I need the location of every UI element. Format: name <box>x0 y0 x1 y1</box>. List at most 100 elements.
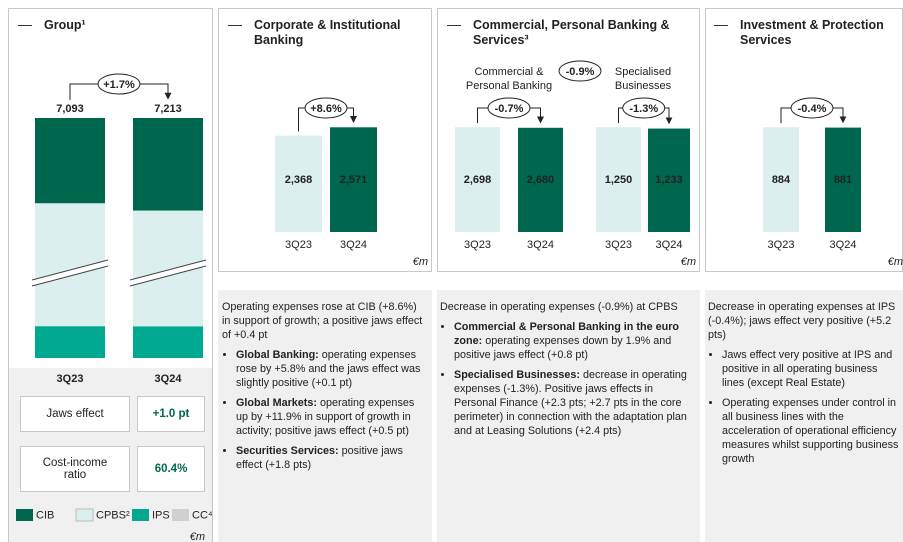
change-label: -0.7% <box>495 103 524 115</box>
value-label: 2,368 <box>285 174 313 186</box>
bullet-list: Jaws effect very positive at IPS and pos… <box>708 348 900 466</box>
panel-title: Investment & Protection Services <box>714 18 900 48</box>
kpi-value: +1.0 pt <box>137 396 205 432</box>
bullet: Global Markets:operating expenses up by … <box>236 396 427 438</box>
x-tick-label: 3Q24 <box>340 239 367 251</box>
commentary-intro: Operating expenses rose at CIB (+8.6%) i… <box>222 301 423 341</box>
commentary: Decrease in operating expenses (-0.9%) a… <box>440 300 695 444</box>
x-tick-label: 3Q23 <box>464 239 491 251</box>
bullet: Global Banking:operating expenses rose b… <box>236 348 427 390</box>
bar-segment <box>35 326 105 358</box>
bullet-lead: Specialised Businesses: <box>454 369 581 381</box>
bullet-lead: Commercial & Personal Banking in the eur… <box>454 321 679 347</box>
bar <box>596 127 641 232</box>
kpi-label: Cost-income ratio <box>20 446 130 492</box>
commentary: Decrease in operating expenses at IPS (-… <box>708 300 900 472</box>
cpbs-panel <box>437 8 700 272</box>
bar <box>330 127 377 232</box>
bullet-lead: Global Banking: <box>236 349 319 361</box>
bullet-text: operating expenses down by 1.9% and posi… <box>454 335 672 361</box>
bar-segment <box>133 118 203 211</box>
change-label: -1.3% <box>629 103 658 115</box>
cib-panel <box>218 8 432 272</box>
axis-break <box>31 259 109 281</box>
bullet-text: operating expenses rose by +5.8% and the… <box>236 349 421 389</box>
x-tick-label: 3Q23 <box>768 239 795 251</box>
sub-title-line: Commercial & <box>474 66 544 78</box>
cib-commentary-bg <box>218 290 432 542</box>
commentary: Operating expenses rose at CIB (+8.6%) i… <box>222 300 427 478</box>
unit-label: €m <box>190 531 205 542</box>
unit-label: €m <box>681 256 696 268</box>
bar <box>763 127 799 232</box>
change-label: -0.4% <box>798 103 827 115</box>
x-tick-label: 3Q23 <box>57 373 84 385</box>
change-label: +1.7% <box>103 79 135 91</box>
panel-title: Corporate & Institutional Banking <box>228 18 424 48</box>
bar <box>455 127 500 232</box>
change-oval <box>304 97 348 119</box>
sub-title-line: Businesses <box>615 80 672 92</box>
legend-swatch <box>172 509 189 521</box>
sub-title-line: Specialised <box>615 66 671 78</box>
bullet: Specialised Businesses:decrease in opera… <box>454 368 695 438</box>
sub-title: Commercial & Personal Banking <box>466 66 552 92</box>
legend-label: CC⁴ <box>192 509 213 521</box>
x-tick-label: 3Q24 <box>656 239 683 251</box>
unit-label: €m <box>413 256 428 268</box>
unit-label: €m <box>888 256 903 268</box>
bullet-lead: Global Markets: <box>236 397 317 409</box>
change-oval <box>790 97 834 119</box>
bar <box>648 128 690 232</box>
bar-segment <box>35 118 105 204</box>
bullet: Commercial & Personal Banking in the eur… <box>454 320 695 362</box>
bar <box>275 135 322 232</box>
bullet-text: Operating expenses under control in all … <box>722 397 899 465</box>
legend-label: IPS <box>152 509 170 521</box>
bullet-text: decrease in operating expenses (-1.3%). … <box>454 369 687 437</box>
kpi-label: Jaws effect <box>20 396 130 432</box>
value-label: 1,250 <box>605 174 633 186</box>
cpbs-commentary-bg <box>437 290 700 542</box>
legend-swatch <box>75 508 94 522</box>
x-tick-label: 3Q24 <box>527 239 554 251</box>
panel-title: Commercial, Personal Banking & Services³ <box>447 18 693 48</box>
axis-break <box>130 260 206 286</box>
ips-commentary-bg <box>705 290 903 542</box>
change-oval <box>487 97 531 119</box>
change-label: -0.9% <box>566 66 595 78</box>
total-label: 7,213 <box>154 103 182 115</box>
value-label: 2,680 <box>527 174 555 186</box>
kpi-value: 60.4% <box>137 446 205 492</box>
bullet: Securities Services:positive jaws effect… <box>236 444 427 472</box>
x-tick-label: 3Q23 <box>605 239 632 251</box>
bullet: Operating expenses under control in all … <box>722 396 900 466</box>
legend-label: CIB <box>36 509 54 521</box>
axis-break <box>129 265 207 287</box>
commentary-intro: Decrease in operating expenses at IPS (-… <box>708 301 896 341</box>
bullet-list: Commercial & Personal Banking in the eur… <box>440 320 695 438</box>
legend-swatch <box>132 509 149 521</box>
panel-title: Group¹ <box>18 18 86 32</box>
legend-label: CPBS² <box>96 509 130 521</box>
value-label: 2,571 <box>340 174 368 186</box>
bar <box>518 127 563 232</box>
sub-title: Specialised Businesses <box>615 66 672 92</box>
x-tick-label: 3Q24 <box>155 373 183 385</box>
bullet-text: Jaws effect very positive at IPS and pos… <box>722 349 893 389</box>
bullet-text: operating expenses up by +11.9% in suppo… <box>236 397 415 437</box>
change-oval <box>558 60 602 82</box>
change-label: +8.6% <box>310 103 342 115</box>
axis-break <box>31 265 109 287</box>
bar <box>825 127 861 232</box>
total-label: 7,093 <box>56 103 84 115</box>
change-oval <box>622 97 666 119</box>
x-tick-label: 3Q23 <box>285 239 312 251</box>
x-tick-label: 3Q24 <box>830 239 857 251</box>
legend-swatch <box>16 509 33 521</box>
value-label: 1,233 <box>655 174 683 186</box>
value-label: 884 <box>772 174 791 186</box>
bullet-text: positive jaws effect (+1.8 pts) <box>236 445 403 471</box>
axis-break <box>129 259 207 281</box>
